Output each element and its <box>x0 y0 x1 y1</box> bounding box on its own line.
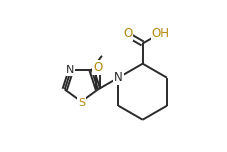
Text: OH: OH <box>152 27 170 40</box>
Text: O: O <box>123 27 132 40</box>
Text: N: N <box>66 65 74 75</box>
Text: S: S <box>78 98 85 108</box>
Text: O: O <box>93 61 103 74</box>
Text: N: N <box>114 71 123 84</box>
